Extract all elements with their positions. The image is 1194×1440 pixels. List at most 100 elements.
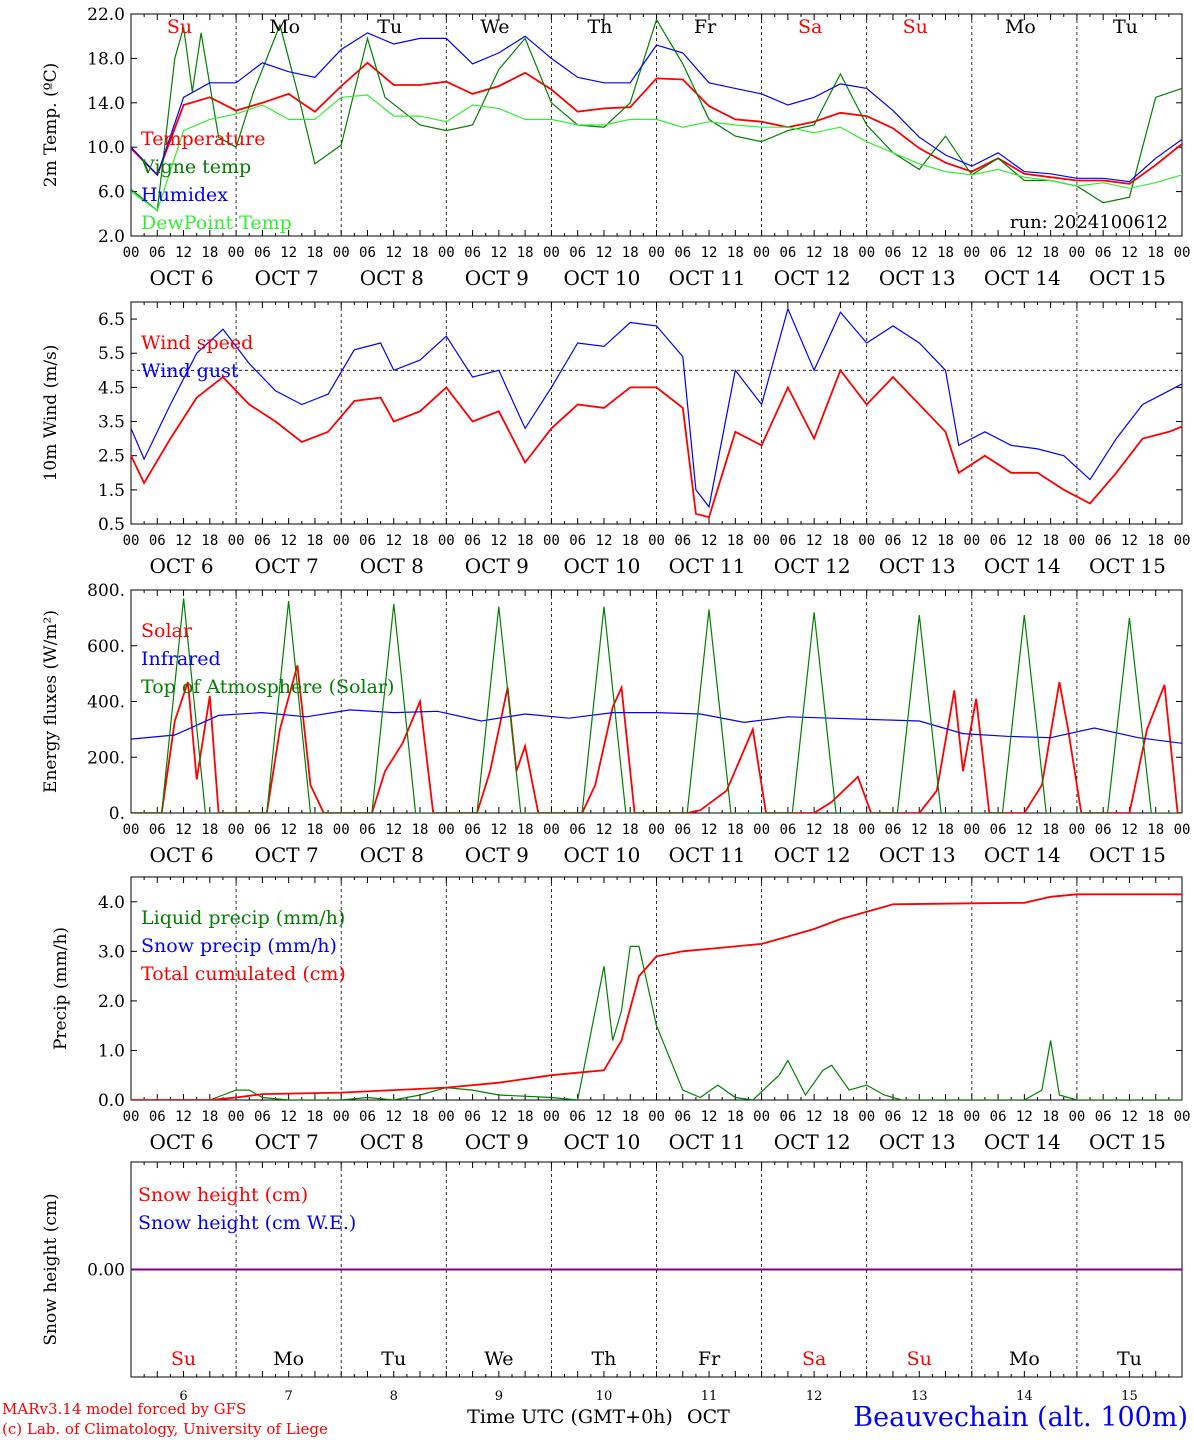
hour-tick-label: 06 — [149, 533, 166, 549]
day-date-label: OCT 8 — [360, 266, 424, 290]
hour-tick-label: 18 — [832, 245, 849, 261]
day-date-label: OCT 12 — [774, 266, 851, 290]
hour-tick-label: 12 — [490, 533, 507, 549]
legend-label: Snow height (cm) — [138, 1184, 308, 1206]
y-tick-label: 400. — [87, 693, 125, 713]
hour-tick-label: 00 — [543, 822, 560, 838]
day-date-label: OCT 13 — [879, 1130, 956, 1154]
hour-tick-label: 00 — [858, 1109, 875, 1125]
hour-tick-label: 06 — [990, 245, 1007, 261]
hour-tick-label: 00 — [1068, 533, 1085, 549]
hour-tick-label: 18 — [832, 1109, 849, 1125]
panel-3 — [130, 589, 1183, 814]
hour-tick-label: 00 — [648, 245, 665, 261]
day-number-label: 8 — [390, 1389, 398, 1404]
hour-tick-label: 00 — [228, 533, 245, 549]
legend-label: Infrared — [141, 648, 221, 670]
hour-tick-label: 06 — [779, 822, 796, 838]
hour-tick-label: 18 — [201, 533, 218, 549]
hour-tick-label: 00 — [858, 245, 875, 261]
weekday-label: We — [484, 1348, 513, 1370]
hour-tick-label: 06 — [885, 533, 902, 549]
panel-2 — [130, 301, 1183, 525]
day-number-label: 9 — [495, 1389, 503, 1404]
hour-tick-label: 06 — [254, 822, 271, 838]
day-date-label: OCT 7 — [255, 1130, 319, 1154]
hour-tick-label: 06 — [1095, 245, 1112, 261]
hour-tick-label: 06 — [885, 1109, 902, 1125]
hour-tick-label: 12 — [701, 822, 718, 838]
hour-tick-label: 00 — [1174, 245, 1191, 261]
series-infrared — [131, 709, 1182, 744]
hour-tick-label: 00 — [753, 1109, 770, 1125]
hour-tick-label: 18 — [1147, 1109, 1164, 1125]
hour-tick-label: 12 — [701, 245, 718, 261]
hour-tick-label: 00 — [333, 1109, 350, 1125]
hour-tick-label: 12 — [1121, 1109, 1138, 1125]
legend-label: Temperature — [141, 128, 265, 150]
hour-tick-label: 06 — [674, 245, 691, 261]
hour-tick-label: 00 — [123, 533, 140, 549]
hour-tick-label: 06 — [149, 1109, 166, 1125]
day-date-label: OCT 11 — [669, 1130, 746, 1154]
legend-label: Total cumulated (cm) — [141, 963, 346, 985]
series-solar — [131, 665, 1182, 813]
day-date-label: OCT 9 — [465, 554, 529, 578]
y-tick-label: 4.5 — [98, 378, 125, 398]
day-number-label: 15 — [1121, 1389, 1138, 1404]
hour-tick-label: 00 — [543, 1109, 560, 1125]
hour-tick-label: 06 — [990, 1109, 1007, 1125]
hour-tick-label: 00 — [1068, 822, 1085, 838]
hour-tick-label: 18 — [412, 245, 429, 261]
hour-tick-label: 00 — [123, 245, 140, 261]
hour-tick-label: 06 — [464, 822, 481, 838]
y-tick-label: 2.5 — [98, 447, 125, 467]
day-date-label: OCT 12 — [774, 843, 851, 867]
hour-tick-label: 12 — [1016, 533, 1033, 549]
day-date-label: OCT 10 — [564, 554, 641, 578]
hour-tick-label: 18 — [622, 1109, 639, 1125]
hour-tick-label: 18 — [622, 533, 639, 549]
hour-tick-label: 06 — [779, 1109, 796, 1125]
weekday-label: Mo — [273, 1348, 304, 1370]
hour-tick-label: 00 — [333, 822, 350, 838]
day-date-label: OCT 8 — [360, 843, 424, 867]
plot-frame — [130, 589, 1183, 814]
day-date-label: OCT 10 — [564, 1130, 641, 1154]
day-date-label: OCT 15 — [1089, 266, 1166, 290]
hour-tick-label: 18 — [937, 1109, 954, 1125]
hour-tick-label: 00 — [963, 822, 980, 838]
hour-tick-label: 18 — [1042, 822, 1059, 838]
series-top-of-atmosphere-solar — [131, 598, 1182, 813]
hour-tick-label: 00 — [438, 1109, 455, 1125]
y-tick-label: 0.5 — [98, 515, 125, 535]
hour-tick-label: 18 — [1147, 822, 1164, 838]
hour-tick-label: 06 — [990, 822, 1007, 838]
day-number-label: 14 — [1016, 1389, 1033, 1404]
hour-tick-label: 18 — [1042, 1109, 1059, 1125]
hour-tick-label: 06 — [254, 533, 271, 549]
hour-tick-label: 00 — [963, 1109, 980, 1125]
hour-tick-label: 06 — [254, 1109, 271, 1125]
legend-label: Liquid precip (mm/h) — [141, 907, 345, 929]
y-axis-label: Energy fluxes (W/m²) — [41, 610, 61, 793]
hour-tick-label: 18 — [517, 245, 534, 261]
day-date-label: OCT 15 — [1089, 843, 1166, 867]
hour-tick-label: 12 — [490, 245, 507, 261]
weekday-label: Sa — [802, 1348, 826, 1370]
day-date-label: OCT 10 — [564, 843, 641, 867]
hour-tick-label: 00 — [648, 822, 665, 838]
hour-tick-label: 00 — [1068, 245, 1085, 261]
hour-tick-label: 00 — [1174, 533, 1191, 549]
hour-tick-label: 00 — [753, 822, 770, 838]
hour-tick-label: 06 — [779, 245, 796, 261]
hour-tick-label: 18 — [306, 822, 323, 838]
hour-tick-label: 12 — [1016, 245, 1033, 261]
hour-tick-label: 06 — [254, 245, 271, 261]
hour-tick-label: 18 — [1147, 245, 1164, 261]
panel-1 — [130, 13, 1183, 237]
hour-tick-label: 12 — [806, 1109, 823, 1125]
hour-tick-label: 00 — [333, 533, 350, 549]
hour-tick-label: 06 — [149, 822, 166, 838]
